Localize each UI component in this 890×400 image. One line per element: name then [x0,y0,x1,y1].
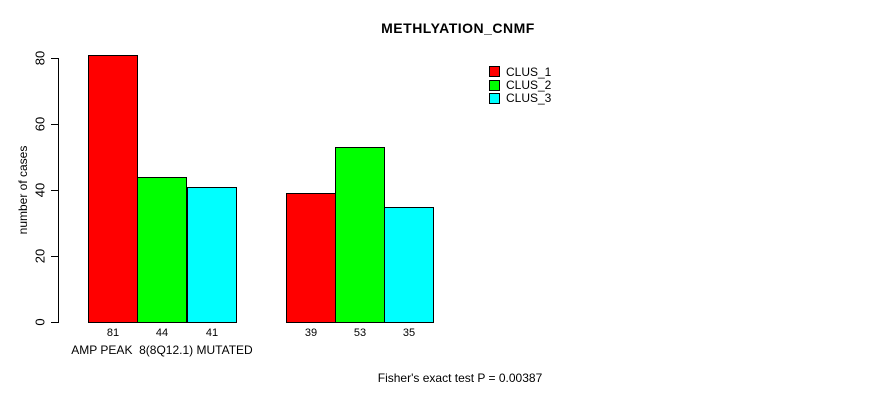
bar-clus_1-group2 [286,193,336,323]
y-axis-tick [51,190,58,191]
y-axis-tick [51,124,58,125]
y-axis-tick [51,322,58,323]
y-axis-tick [51,256,58,257]
legend-label: CLUS_3 [506,91,552,106]
legend-label: CLUS_2 [506,78,552,93]
bar-value-label: 53 [353,327,367,339]
bar-clus_3-group1 [187,187,237,323]
y-axis-tick-label: 80 [32,50,48,66]
bar-clus_2-group2 [335,147,385,323]
x-category-label: AMP PEAK 8(8Q12.1) MUTATED [71,343,253,357]
legend-item: CLUS_1 [489,64,552,79]
bar-value-label: 41 [205,327,219,339]
legend-swatch [489,92,500,104]
y-axis-tick-label: 60 [32,116,48,132]
y-axis-tick [51,58,58,59]
bar-value-label: 39 [304,327,318,339]
legend-item: CLUS_3 [489,91,552,106]
chart-title: METHLYATION_CNMF [381,20,535,36]
bar-value-label: 81 [106,327,120,339]
legend-swatch [489,79,500,91]
bar-clus_2-group1 [137,177,187,323]
bar-value-label: 44 [155,327,169,339]
y-axis-line [58,58,59,323]
y-axis-tick-label: 40 [32,182,48,198]
y-axis-tick-label: 0 [32,318,48,326]
bar-clus_3-group2 [384,207,434,323]
y-axis-tick-label: 20 [32,248,48,264]
legend-swatch [489,66,500,78]
legend-item: CLUS_2 [489,78,552,93]
stat-annotation: Fisher's exact test P = 0.00387 [377,371,543,385]
legend-label: CLUS_1 [506,64,552,79]
legend: CLUS_1 CLUS_2 CLUS_3 [489,65,551,105]
bar-value-label: 35 [402,327,416,339]
bar-clus_1-group1 [88,55,138,323]
